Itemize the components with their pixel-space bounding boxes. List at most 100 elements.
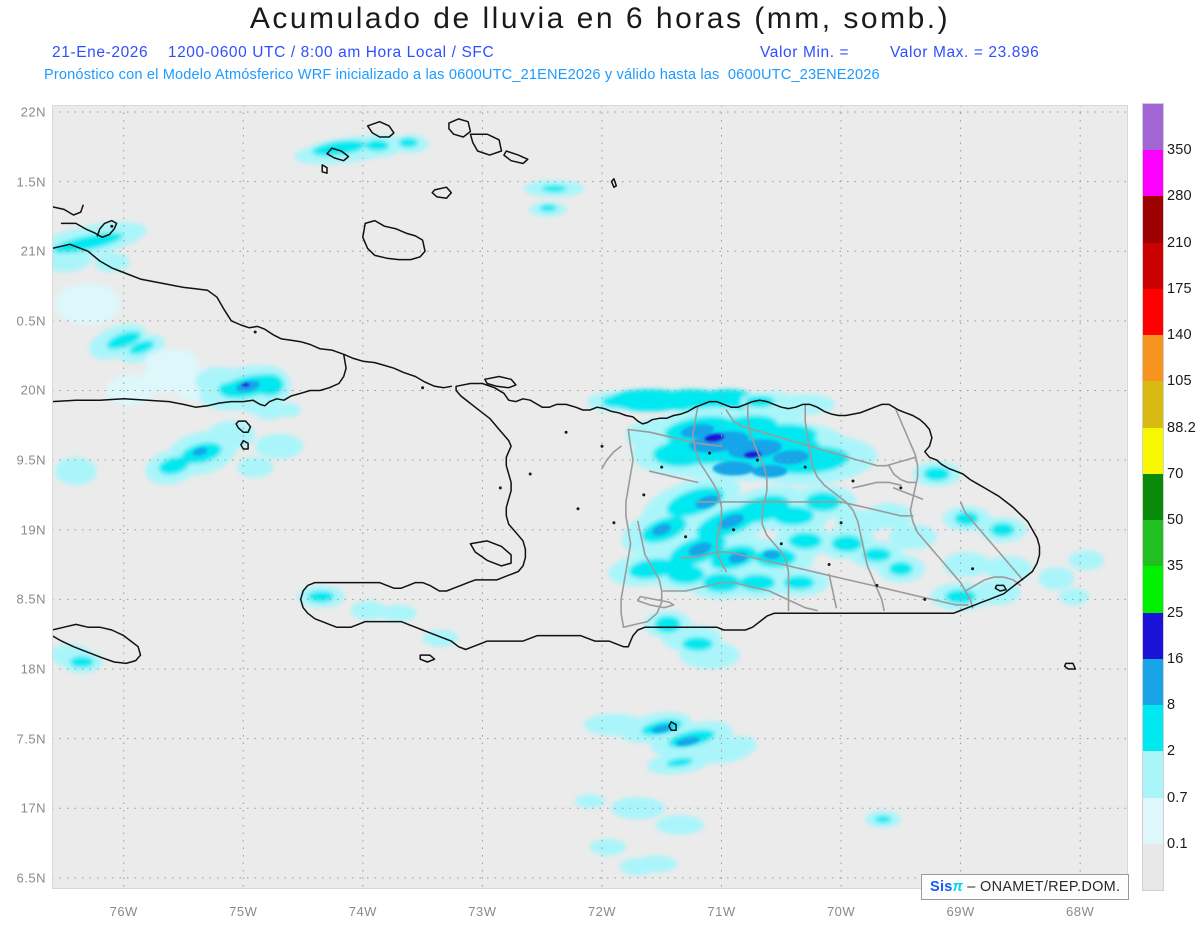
precip-contour — [728, 439, 782, 459]
precip-contour — [106, 331, 141, 350]
province-border — [892, 487, 924, 500]
colorbar-segment — [1143, 427, 1163, 474]
coastline — [469, 133, 503, 156]
precip-contour — [398, 137, 418, 148]
coastline — [52, 623, 142, 665]
colorbar-tick-label: 0.7 — [1167, 789, 1188, 806]
precip-contour — [254, 403, 285, 420]
coastline — [326, 147, 350, 162]
precip-contour — [718, 514, 744, 529]
precip-contour — [52, 232, 124, 254]
province-border — [804, 403, 885, 612]
x-tick-label: 70W — [826, 904, 856, 919]
province-border — [692, 406, 728, 573]
precip-contour — [590, 838, 626, 856]
precip-contour — [380, 604, 417, 622]
precip-contour — [158, 456, 190, 475]
precip-contour — [539, 204, 557, 212]
province-border — [649, 470, 699, 484]
x-tick-label: 72W — [587, 904, 617, 919]
precip-contour — [55, 457, 97, 486]
coastline — [321, 164, 328, 174]
precip-contour — [682, 636, 714, 651]
colorbar-segment — [1143, 520, 1163, 567]
colorbar-tick-label: 16 — [1167, 650, 1184, 667]
precip-contour — [255, 433, 304, 459]
precip-contour — [575, 794, 605, 809]
page-title: Acumulado de lluvia en 6 horas (mm, somb… — [249, 2, 951, 35]
coastline — [366, 120, 395, 138]
province-border — [888, 464, 916, 484]
colorbar-segment — [1143, 566, 1163, 613]
map-gridlines — [52, 105, 1128, 889]
map-point — [421, 386, 425, 390]
precip-contour — [350, 600, 387, 621]
y-tick-label: 17N — [20, 800, 46, 816]
precip-contour — [655, 815, 704, 835]
chart-header: Acumulado de lluvia en 6 horas (mm, somb… — [0, 0, 1200, 95]
precip-contour — [704, 433, 725, 443]
onamet-logo-badge: Sis π – ONAMET/REP.DOM. — [921, 874, 1130, 900]
x-tick-label: 69W — [946, 904, 975, 919]
precip-contour — [923, 467, 950, 481]
map-coastlines-layer — [52, 118, 1077, 732]
coastline — [52, 353, 347, 408]
precip-contour — [276, 403, 301, 417]
precip-contour — [1059, 588, 1090, 605]
x-tick-label: 76W — [109, 904, 138, 919]
coastline — [668, 721, 677, 732]
coastline — [52, 243, 453, 389]
x-tick-label: 68W — [1066, 904, 1095, 919]
map-point — [923, 597, 927, 601]
coastline — [431, 186, 453, 200]
precip-contour — [712, 461, 755, 476]
coastline — [503, 150, 529, 165]
map-point — [803, 465, 807, 469]
precip-contour — [237, 456, 274, 478]
coastline — [1063, 662, 1077, 670]
province-border — [622, 520, 663, 628]
map-point — [851, 479, 855, 483]
precip-contour — [945, 589, 977, 604]
y-tick-label: 18N — [20, 661, 46, 677]
precip-contour — [620, 393, 675, 408]
x-tick-label: 71W — [707, 904, 736, 919]
coastline — [610, 178, 618, 188]
precip-contour — [681, 424, 715, 438]
coastline — [52, 204, 84, 216]
precip-contour — [706, 393, 742, 408]
province-border — [660, 581, 818, 612]
colorbar-segment — [1143, 150, 1163, 197]
precip-contour — [93, 252, 130, 273]
y-tick-label: 7.5N — [16, 731, 46, 747]
colorbar-tick-label: 8 — [1167, 697, 1176, 714]
coastline — [299, 382, 1041, 651]
map-point — [875, 583, 879, 587]
map-point — [684, 535, 688, 539]
colorbar-segment — [1143, 658, 1163, 706]
logo-pi-icon: π — [952, 879, 964, 895]
map-point — [732, 528, 735, 532]
precip-contour — [831, 535, 863, 553]
precip-contour — [666, 757, 693, 767]
colorbar-tick-label: 70 — [1167, 465, 1184, 482]
colorbar-tick-label: 105 — [1167, 373, 1192, 390]
province-border — [601, 445, 622, 470]
precip-contour — [619, 858, 656, 876]
colorbar-tick-label: 88.2 — [1167, 419, 1197, 436]
y-tick-label: 0.5N — [16, 313, 46, 329]
coastline — [235, 420, 252, 433]
province-border — [637, 595, 675, 609]
colorbar-segment — [1143, 288, 1163, 336]
precip-contour — [365, 139, 390, 151]
precip-contour — [783, 575, 815, 590]
value-min-label: Valor Min. = — [760, 44, 850, 61]
colorbar-tick-label: 0.1 — [1167, 835, 1188, 852]
precip-contour — [652, 724, 672, 733]
precip-contour — [105, 375, 154, 406]
precip-contour — [542, 185, 567, 193]
precip-contour — [788, 532, 822, 550]
x-tick-label: 73W — [468, 904, 497, 919]
logo-org-text: – ONAMET/REP.DOM. — [967, 879, 1121, 895]
precipitation-shading-layer — [52, 134, 1105, 876]
